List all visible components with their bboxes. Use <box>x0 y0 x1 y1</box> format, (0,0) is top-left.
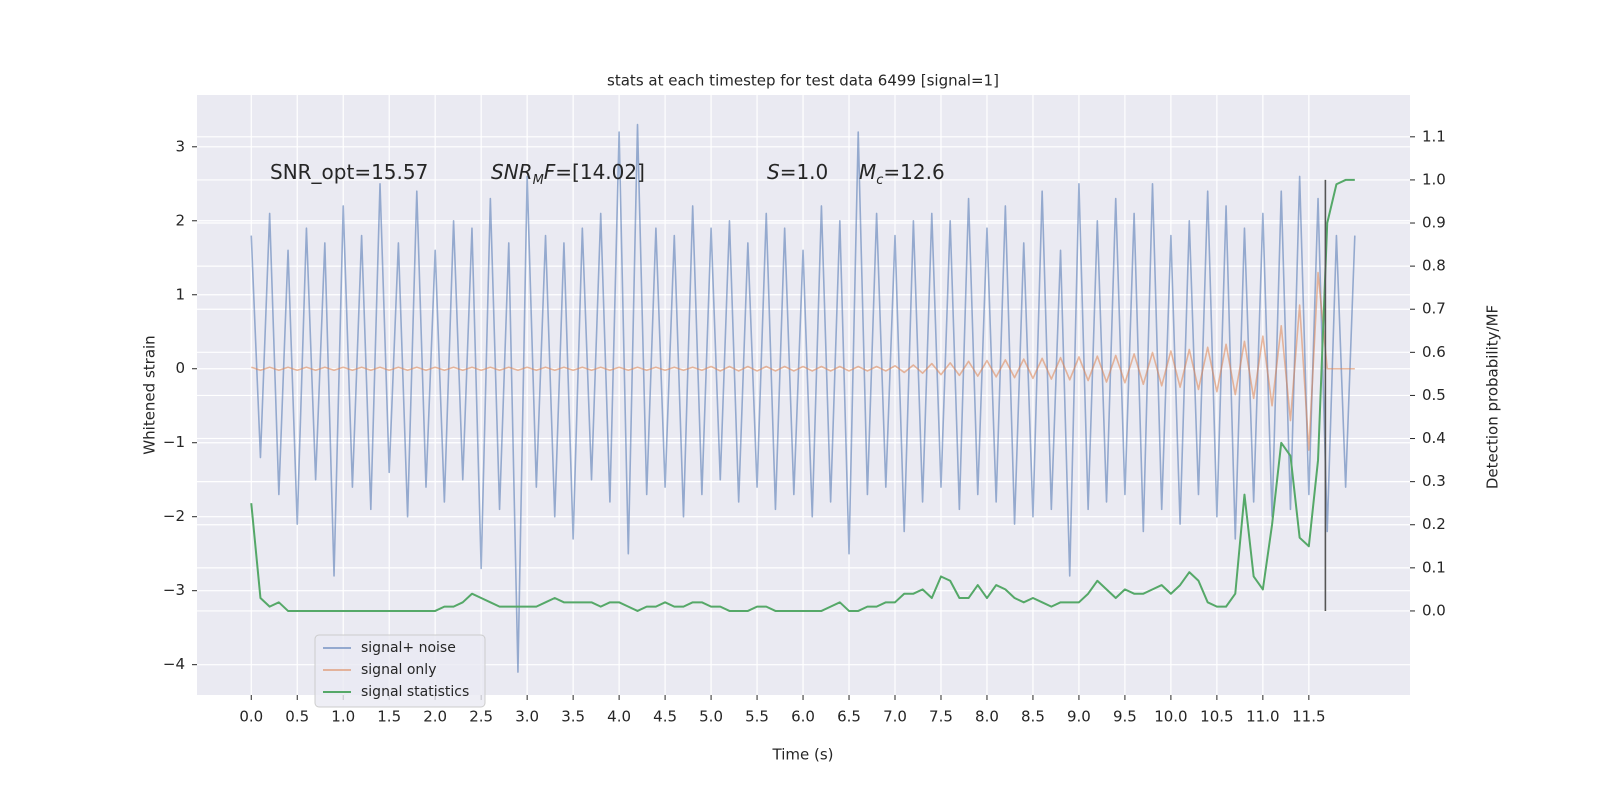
x-tick-label: 7.0 <box>883 708 907 726</box>
annotation-part: F <box>544 160 556 184</box>
plot-content: SNR_opt=15.57 SNRMF=[14.02] S=1.0 Mc=12.6 <box>250 123 1356 673</box>
y2-axis-label: Detection probability/MF <box>1484 305 1502 489</box>
x-axis-label: Time (s) <box>772 746 834 764</box>
x-tick-label: 3.5 <box>561 708 585 726</box>
y2-tick-label: 0.4 <box>1422 429 1446 447</box>
annotation-part: M <box>859 160 876 184</box>
x-tick-label: 2.5 <box>469 708 493 726</box>
y2-tick-label: 0.6 <box>1422 343 1446 361</box>
y-tick-label: 1 <box>175 285 185 303</box>
legend: signal+ noise signal only signal statistic… <box>314 634 486 708</box>
x-tick-label: 4.0 <box>607 708 631 726</box>
x-tick-label: 1.0 <box>331 708 355 726</box>
annotation-part: c <box>876 173 883 188</box>
x-tick-label: 9.5 <box>1113 708 1137 726</box>
x-tick-label: 8.5 <box>1021 708 1045 726</box>
y2-tick-label: 1.0 <box>1422 170 1446 188</box>
x-tick-label: 5.0 <box>699 708 723 726</box>
x-tick-label: 3.0 <box>515 708 539 726</box>
x-tick-label: 7.5 <box>929 708 953 726</box>
y2-tick-label: 0.0 <box>1422 601 1446 619</box>
annotation: Mc=12.6 <box>859 160 945 189</box>
x-tick-label: 11.0 <box>1246 708 1279 726</box>
x-tick-label: 8.0 <box>975 708 999 726</box>
annotation: S=1.0 <box>767 160 828 184</box>
x-tick-label: 9.0 <box>1067 708 1091 726</box>
x-tick-label: 6.5 <box>837 708 861 726</box>
annotation-part: =12.6 <box>883 160 944 184</box>
y2-tick-label: 1.1 <box>1422 127 1446 145</box>
legend-label: signal statistics <box>361 684 469 700</box>
legend-label: signal+ noise <box>361 640 456 656</box>
annotation-part: SNR_opt=15.57 <box>270 160 428 184</box>
x-tick-label: 10.0 <box>1154 708 1187 726</box>
axes: 0.0 0.5 1.0 1.5 2.0 2.5 3.0 3.5 4.0 4.5 5.0 5.5 6.0 6… <box>163 127 1446 725</box>
x-tick-label: 4.5 <box>653 708 677 726</box>
y-tick-label: −4 <box>163 655 185 673</box>
x-tick-label: 0.0 <box>239 708 263 726</box>
y-tick-label: −3 <box>163 581 185 599</box>
y2-tick-label: 0.7 <box>1422 300 1446 318</box>
annotation-part: =1.0 <box>780 160 829 184</box>
x-tick-label: 5.5 <box>745 708 769 726</box>
y-tick-label: 3 <box>175 137 185 155</box>
y2-tick-label: 0.9 <box>1422 214 1446 232</box>
y2-tick-label: 0.2 <box>1422 515 1446 533</box>
x-tick-label: 0.5 <box>285 708 309 726</box>
series-line <box>250 178 1355 612</box>
series-line <box>251 271 1355 451</box>
y-tick-label: −2 <box>163 507 185 525</box>
y-tick-label: 0 <box>175 359 185 377</box>
x-tick-label: 10.5 <box>1200 708 1233 726</box>
y2-tick-label: 0.1 <box>1422 558 1446 576</box>
annotation-part: M <box>533 173 544 188</box>
x-tick-label: 2.0 <box>423 708 447 726</box>
x-tick-label: 11.5 <box>1292 708 1325 726</box>
x-tick-label: 6.0 <box>791 708 815 726</box>
x-tick-label: 1.5 <box>377 708 401 726</box>
annotation-part: SNR <box>491 160 533 184</box>
annotation-part: S <box>767 160 780 184</box>
chart-title: stats at each timestep for test data 649… <box>607 72 999 90</box>
legend-box <box>314 634 486 708</box>
y-tick-label: −1 <box>163 433 185 451</box>
annotation: SNRMF=[14.02] <box>491 160 645 189</box>
y2-tick-label: 0.3 <box>1422 472 1446 490</box>
annotation-part: =[14.02] <box>555 160 645 184</box>
y2-tick-label: 0.5 <box>1422 386 1446 404</box>
annotation: SNR_opt=15.57 <box>270 160 428 184</box>
y2-tick-label: 0.8 <box>1422 257 1446 275</box>
series-line <box>250 123 1356 673</box>
legend-label: signal only <box>361 662 436 678</box>
y-tick-label: 2 <box>175 211 185 229</box>
y-axis-label: Whitened strain <box>141 335 159 454</box>
